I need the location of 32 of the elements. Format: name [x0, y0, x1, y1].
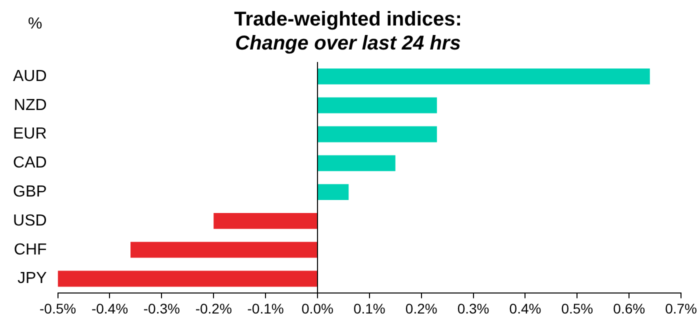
x-tick-label: -0.3% [143, 300, 180, 316]
x-tick-label: -0.4% [91, 300, 128, 316]
bar [318, 184, 349, 200]
x-tick-label: 0.5% [561, 300, 594, 316]
bar [318, 68, 650, 84]
bar [58, 270, 317, 287]
x-tick-label: -0.5% [40, 300, 76, 316]
x-tick-label: -0.2% [195, 300, 232, 316]
bar [318, 97, 437, 114]
bar [214, 213, 317, 229]
x-tick-label: 0.4% [509, 300, 542, 316]
x-tick-label: 0.2% [405, 300, 438, 316]
x-tick-label: 0.0% [302, 300, 334, 316]
x-tick-label: 0.7% [665, 300, 698, 316]
x-tick-label: 0.3% [457, 300, 490, 316]
text: % [28, 15, 42, 32]
x-tick-label: 0.6% [613, 300, 646, 316]
y-tick-label: CAD [13, 154, 47, 172]
chart-subtitle: Change over last 24 hrs [235, 32, 461, 55]
y-tick-label: CHF [14, 241, 48, 258]
chart-title: Trade-weighted indices: [234, 8, 462, 31]
y-tick-label: GBP [12, 183, 47, 200]
bar [318, 155, 396, 172]
bar [130, 242, 317, 258]
y-tick-label: EUR [13, 126, 47, 143]
y-tick-label: AUD [13, 68, 47, 85]
x-tick-label: -0.1% [247, 300, 284, 316]
y-tick-label: JPY [17, 270, 48, 288]
y-tick-label: NZD [14, 96, 47, 114]
y-tick-label: USD [13, 212, 47, 230]
x-tick-label: 0.1% [353, 300, 386, 316]
bar [318, 126, 437, 142]
